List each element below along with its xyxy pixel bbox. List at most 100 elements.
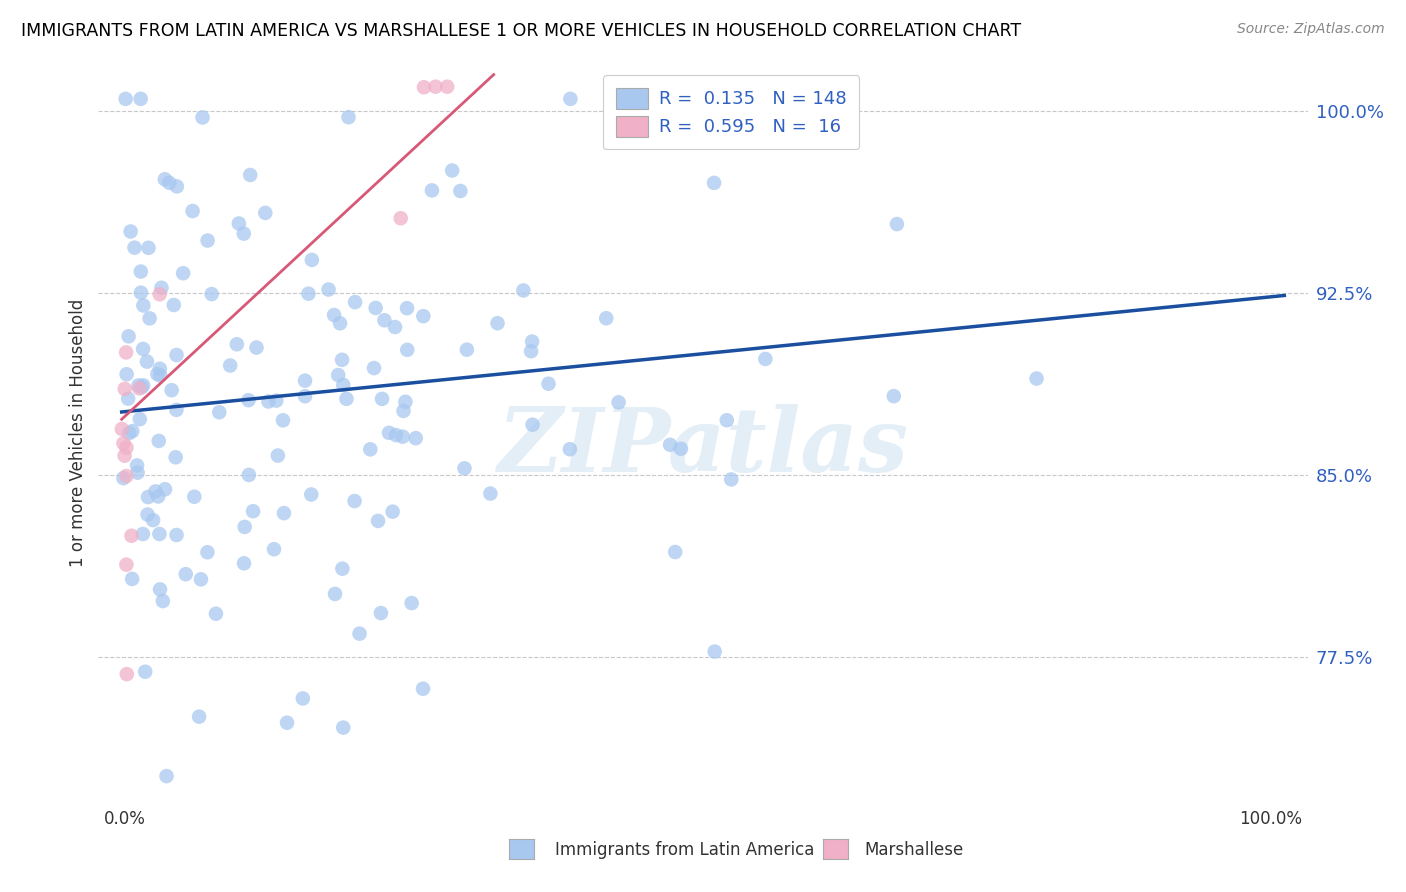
Point [659, 438, 682, 452]
Point [132, 342, 155, 356]
Point [150, 281, 173, 295]
Point [115, 368, 138, 382]
Point [264, 393, 287, 408]
Point [129, 285, 152, 300]
Point [160, 383, 183, 397]
Point [128, 381, 150, 395]
Point [152, 594, 174, 608]
Point [115, 469, 138, 483]
Point [225, 337, 247, 351]
Point [436, 79, 458, 94]
Point [148, 527, 170, 541]
Point [392, 404, 415, 418]
Point [183, 490, 205, 504]
Point [335, 392, 357, 406]
Point [166, 528, 188, 542]
Point [254, 206, 277, 220]
Point [391, 430, 413, 444]
Point [132, 527, 155, 541]
Point [166, 179, 188, 194]
Point [396, 343, 419, 357]
Point [267, 449, 290, 463]
Point [330, 352, 353, 367]
Point [349, 626, 371, 640]
Point [172, 266, 194, 280]
Point [669, 442, 692, 456]
Point [297, 286, 319, 301]
Point [401, 596, 423, 610]
Point [149, 287, 172, 301]
Point [371, 392, 394, 406]
Point [299, 487, 322, 501]
Point [291, 691, 314, 706]
Point [238, 393, 260, 408]
Point [607, 395, 630, 409]
Point [117, 392, 139, 406]
Point [136, 490, 159, 504]
Point [138, 241, 160, 255]
Text: 100.0%: 100.0% [1239, 810, 1302, 828]
Point [537, 376, 560, 391]
Point [883, 389, 905, 403]
Text: Source: ZipAtlas.com: Source: ZipAtlas.com [1237, 22, 1385, 37]
Point [153, 483, 176, 497]
Point [121, 572, 143, 586]
Point [205, 607, 228, 621]
Point [127, 378, 149, 392]
Point [512, 284, 534, 298]
Y-axis label: 1 or more Vehicles in Household: 1 or more Vehicles in Household [69, 299, 87, 566]
Point [257, 394, 280, 409]
Point [395, 301, 418, 316]
Point [520, 334, 543, 349]
Point [132, 298, 155, 312]
Point [163, 298, 186, 312]
Point [115, 441, 138, 455]
Point [323, 587, 346, 601]
Point [148, 434, 170, 448]
Point [364, 301, 387, 315]
Point [134, 665, 156, 679]
Point [273, 506, 295, 520]
Point [385, 428, 408, 442]
Point [332, 378, 354, 392]
Point [332, 562, 354, 576]
Point [703, 176, 725, 190]
Point [520, 344, 543, 359]
Point [197, 545, 219, 559]
Point [233, 557, 256, 571]
Point [197, 234, 219, 248]
Point [155, 769, 177, 783]
Point [190, 572, 212, 586]
Point [328, 368, 350, 382]
Point [453, 461, 475, 475]
Point [329, 316, 352, 330]
Text: 0.0%: 0.0% [104, 810, 146, 828]
Point [294, 389, 316, 403]
Point [153, 172, 176, 186]
Point [245, 341, 267, 355]
Point [560, 92, 582, 106]
Point [373, 313, 395, 327]
Point [456, 343, 478, 357]
Point [420, 183, 443, 197]
Point [115, 558, 138, 572]
Point [219, 359, 242, 373]
Point [332, 721, 354, 735]
Text: IMMIGRANTS FROM LATIN AMERICA VS MARSHALLESE 1 OR MORE VEHICLES IN HOUSEHOLD COR: IMMIGRANTS FROM LATIN AMERICA VS MARSHAL… [21, 22, 1021, 40]
Point [146, 490, 169, 504]
Point [128, 412, 150, 426]
Point [238, 467, 260, 482]
Point [174, 567, 197, 582]
Point [149, 361, 172, 376]
Point [138, 311, 160, 326]
Point [754, 351, 776, 366]
Point [441, 163, 464, 178]
Text: Marshallese: Marshallese [865, 841, 965, 859]
Point [370, 606, 392, 620]
Point [118, 426, 141, 441]
Point [703, 644, 725, 658]
Point [359, 442, 381, 457]
Point [111, 422, 134, 436]
Point [127, 466, 149, 480]
Point [191, 111, 214, 125]
